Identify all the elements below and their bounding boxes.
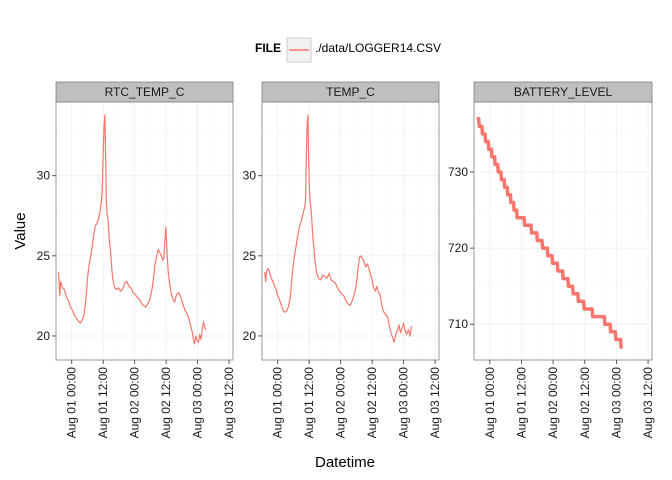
panel-background xyxy=(56,102,233,360)
x-tick-label: Aug 03 00:00 xyxy=(609,367,623,439)
legend-entry-label: ./data/LOGGER14.CSV xyxy=(315,41,441,55)
strip-background xyxy=(261,81,440,103)
x-tick-label: Aug 01 00:00 xyxy=(271,367,285,439)
panel-background xyxy=(474,102,652,360)
y-tick-label: 730 xyxy=(448,165,468,179)
y-tick-label: 25 xyxy=(243,249,257,263)
x-tick-label: Aug 03 12:00 xyxy=(641,367,655,439)
x-tick-label: Aug 03 00:00 xyxy=(397,367,411,439)
x-tick-label: Aug 03 12:00 xyxy=(428,367,442,439)
y-tick-label: 20 xyxy=(243,329,257,343)
y-axis-title: Value xyxy=(12,212,29,249)
y-tick-label: 30 xyxy=(243,169,257,183)
strip-background xyxy=(55,81,234,103)
legend-title: FILE xyxy=(255,41,281,55)
x-axis-title: Datetime xyxy=(315,454,375,471)
x-tick-label: Aug 02 12:00 xyxy=(365,367,379,439)
x-tick-label: Aug 01 12:00 xyxy=(302,367,316,439)
x-tick-label: Aug 02 12:00 xyxy=(159,367,173,439)
y-tick-label: 720 xyxy=(448,241,468,255)
x-tick-label: Aug 01 12:00 xyxy=(96,367,110,439)
x-tick-label: Aug 03 12:00 xyxy=(222,367,236,439)
strip-label: BATTERY_LEVEL xyxy=(514,85,613,99)
series-line xyxy=(58,114,207,345)
x-tick-label: Aug 01 12:00 xyxy=(514,367,528,439)
y-tick-label: 30 xyxy=(37,169,51,183)
strip-label: TEMP_C xyxy=(326,85,375,99)
y-tick-label: 20 xyxy=(37,329,51,343)
series-line xyxy=(476,116,623,349)
panels: RTC_TEMP_C 20 25 30 Aug 01 00:00 Aug 01 12:00… xyxy=(37,81,655,439)
y-tick-label: 710 xyxy=(448,317,468,331)
strip-label: RTC_TEMP_C xyxy=(105,85,185,99)
x-tick-label: Aug 02 00:00 xyxy=(334,367,348,439)
strip-background xyxy=(473,81,653,103)
panel-battery-level: BATTERY_LEVEL 710 720 730 Aug 01 00:00 Aug 01… xyxy=(448,81,655,439)
x-tick-label: Aug 03 00:00 xyxy=(191,367,205,439)
series-line xyxy=(264,114,413,343)
legend: FILE ./data/LOGGER14.CSV xyxy=(255,37,441,63)
panel-rtc-temp-c: RTC_TEMP_C 20 25 30 Aug 01 00:00 Aug 01 12:00… xyxy=(37,81,236,439)
x-tick-label: Aug 02 12:00 xyxy=(578,367,592,439)
panel-background xyxy=(262,102,439,360)
y-tick-label: 25 xyxy=(37,249,51,263)
x-tick-label: Aug 02 00:00 xyxy=(128,367,142,439)
x-tick-label: Aug 02 00:00 xyxy=(546,367,560,439)
x-tick-label: Aug 01 00:00 xyxy=(65,367,79,439)
panel-temp-c: TEMP_C 20 25 30 Aug 01 00:00 Aug 01 12:00 Aug … xyxy=(243,81,442,439)
x-tick-label: Aug 01 00:00 xyxy=(483,367,497,439)
